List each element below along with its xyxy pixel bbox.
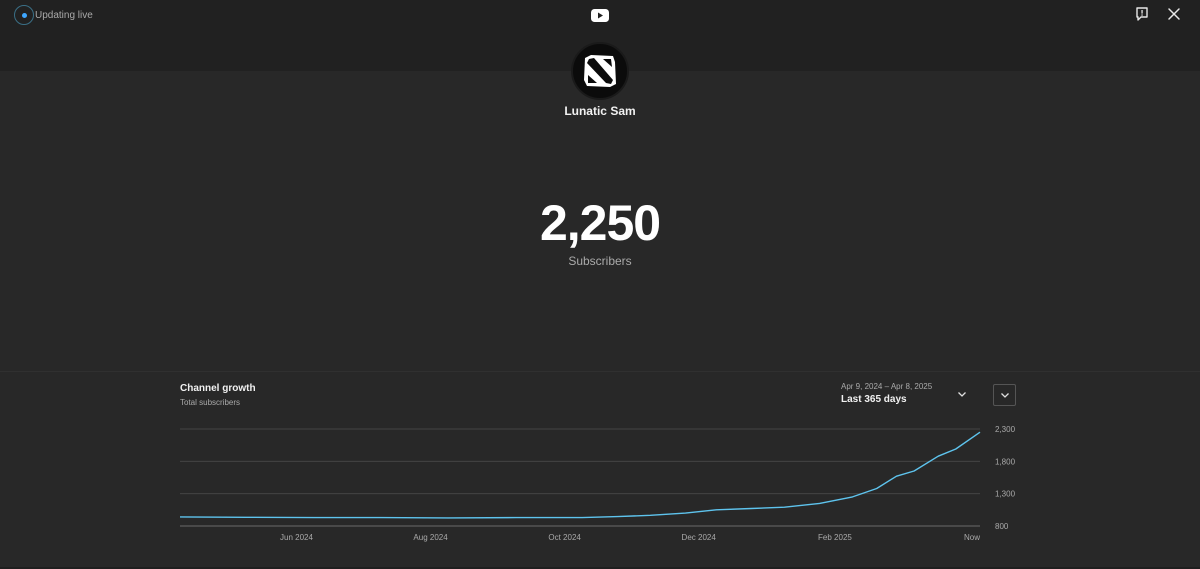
date-range: Apr 9, 2024 – Apr 8, 2025 [841,382,933,391]
chevron-down-icon[interactable] [956,388,968,400]
x-tick-label: Aug 2024 [413,533,448,542]
y-tick-label: 2,300 [995,425,1016,434]
channel-name: Lunatic Sam [564,104,636,118]
live-status: Updating live [14,5,93,25]
series-line [179,431,981,519]
x-tick-label: Jun 2024 [280,533,313,542]
y-tick-label: 1,300 [995,490,1016,499]
avatar[interactable] [571,42,629,100]
growth-title: Channel growth [180,383,256,394]
x-tick-label: Now [964,533,980,542]
live-indicator-icon [14,5,34,25]
x-tick-label: Feb 2025 [818,533,852,542]
report-flag-icon[interactable] [1134,6,1150,22]
youtube-logo-icon[interactable] [591,9,609,22]
x-tick-label: Dec 2024 [682,533,717,542]
bottom-border [0,567,1200,569]
dota-logo-icon [584,55,616,87]
subscriber-label: Subscribers [568,254,632,268]
y-tick-label: 1,800 [995,457,1016,466]
period-selector[interactable]: Last 365 days [841,394,907,405]
chevron-down-icon [1000,393,1009,398]
subscriber-count: 2,250 [539,195,661,251]
expand-chart-button[interactable] [993,384,1016,406]
live-status-label: Updating live [35,9,93,21]
x-tick-label: Oct 2024 [548,533,581,542]
close-icon[interactable] [1166,6,1182,22]
section-divider [0,371,1200,372]
growth-subtitle: Total subscribers [180,398,241,407]
y-tick-label: 800 [995,522,1009,531]
